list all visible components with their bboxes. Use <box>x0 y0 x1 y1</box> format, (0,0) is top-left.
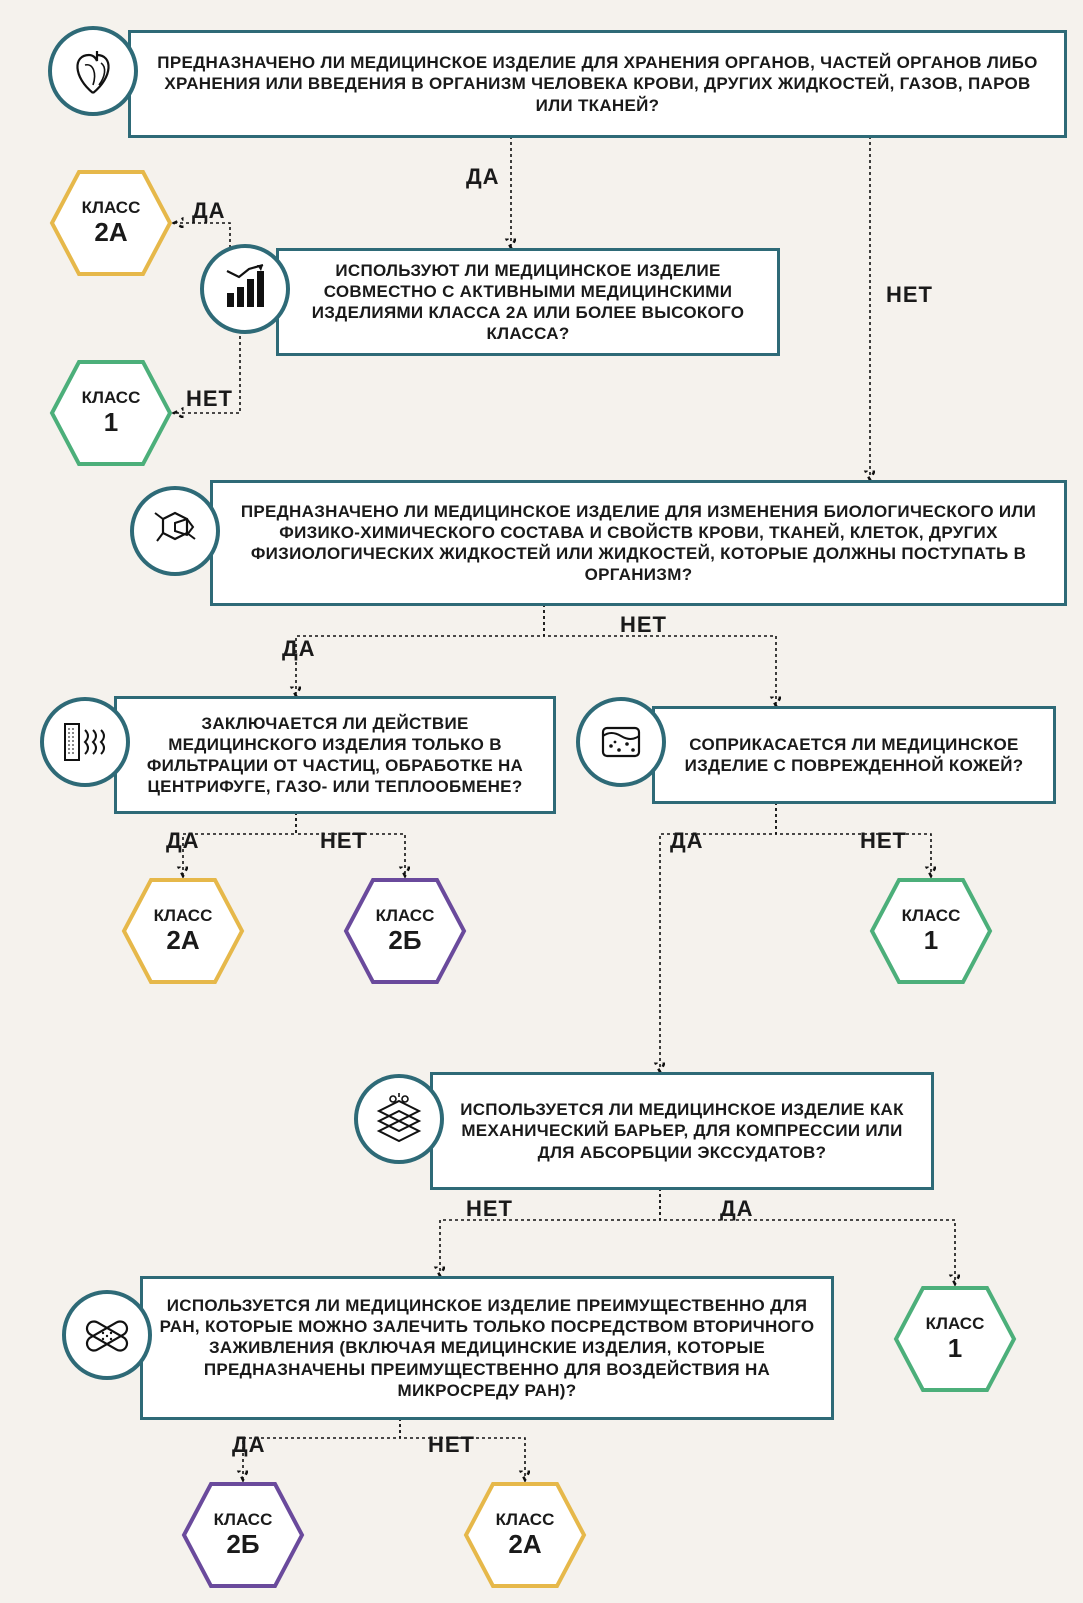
question-text: ЗАКЛЮЧАЕТСЯ ЛИ ДЕЙСТВИЕ МЕДИЦИНСКОГО ИЗД… <box>131 713 539 798</box>
bandage-icon <box>62 1290 152 1380</box>
edge-label: ДА <box>282 636 316 662</box>
class-number: 2Б <box>226 1530 259 1559</box>
question-box-q5: СОПРИКАСАЕТСЯ ЛИ МЕДИЦИНСКОЕ ИЗДЕЛИЕ С П… <box>652 706 1056 804</box>
question-box-q4: ЗАКЛЮЧАЕТСЯ ЛИ ДЕЙСТВИЕ МЕДИЦИНСКОГО ИЗД… <box>114 696 556 814</box>
question-box-q7: ИСПОЛЬЗУЕТСЯ ЛИ МЕДИЦИНСКОЕ ИЗДЕЛИЕ ПРЕИ… <box>140 1276 834 1420</box>
edge-label: НЕТ <box>860 828 907 854</box>
result-hex-r4: КЛАСС2Б <box>342 876 468 986</box>
edge-label: ДА <box>232 1432 266 1458</box>
class-label: КЛАСС2Б <box>342 876 468 986</box>
result-hex-r7: КЛАСС2Б <box>180 1480 306 1590</box>
class-word: КЛАСС <box>214 1511 273 1530</box>
question-box-q1: ПРЕДНАЗНАЧЕНО ЛИ МЕДИЦИНСКОЕ ИЗДЕЛИЕ ДЛЯ… <box>128 30 1067 138</box>
class-word: КЛАСС <box>496 1511 555 1530</box>
result-hex-r2: КЛАСС1 <box>48 358 174 468</box>
class-label: КЛАСС2Б <box>180 1480 306 1590</box>
class-number: 1 <box>104 408 118 437</box>
edge-label: НЕТ <box>466 1196 513 1222</box>
edge-label: ДА <box>466 164 500 190</box>
class-label: КЛАСС1 <box>48 358 174 468</box>
result-hex-r3: КЛАСС2А <box>120 876 246 986</box>
edge-label: ДА <box>670 828 704 854</box>
class-number: 1 <box>948 1334 962 1363</box>
question-text: ИСПОЛЬЗУЕТСЯ ЛИ МЕДИЦИНСКОЕ ИЗДЕЛИЕ ПРЕИ… <box>157 1295 817 1401</box>
molecule-icon <box>130 486 220 576</box>
class-label: КЛАСС2А <box>120 876 246 986</box>
question-text: ПРЕДНАЗНАЧЕНО ЛИ МЕДИЦИНСКОЕ ИЗДЕЛИЕ ДЛЯ… <box>227 501 1050 586</box>
question-box-q2: ИСПОЛЬЗУЮТ ЛИ МЕДИЦИНСКОЕ ИЗДЕЛИЕ СОВМЕС… <box>276 248 780 356</box>
class-word: КЛАСС <box>82 199 141 218</box>
edge-label: НЕТ <box>886 282 933 308</box>
question-text: СОПРИКАСАЕТСЯ ЛИ МЕДИЦИНСКОЕ ИЗДЕЛИЕ С П… <box>669 734 1039 777</box>
class-word: КЛАСС <box>902 907 961 926</box>
question-text: ПРЕДНАЗНАЧЕНО ЛИ МЕДИЦИНСКОЕ ИЗДЕЛИЕ ДЛЯ… <box>145 52 1050 116</box>
class-number: 1 <box>924 926 938 955</box>
class-number: 2А <box>508 1530 541 1559</box>
class-number: 2Б <box>388 926 421 955</box>
class-label: КЛАСС2А <box>462 1480 588 1590</box>
class-label: КЛАСС2А <box>48 168 174 278</box>
result-hex-r5: КЛАСС1 <box>868 876 994 986</box>
bars-icon <box>200 244 290 334</box>
class-number: 2А <box>94 218 127 247</box>
edge-label: ДА <box>166 828 200 854</box>
result-hex-r8: КЛАСС2А <box>462 1480 588 1590</box>
result-hex-r1: КЛАСС2А <box>48 168 174 278</box>
edge-label: НЕТ <box>620 612 667 638</box>
class-label: КЛАСС1 <box>868 876 994 986</box>
question-text: ИСПОЛЬЗУЕТСЯ ЛИ МЕДИЦИНСКОЕ ИЗДЕЛИЕ КАК … <box>447 1099 917 1163</box>
edge-label: НЕТ <box>186 386 233 412</box>
edge <box>660 778 776 1072</box>
question-box-q6: ИСПОЛЬЗУЕТСЯ ЛИ МЕДИЦИНСКОЕ ИЗДЕЛИЕ КАК … <box>430 1072 934 1190</box>
class-word: КЛАСС <box>926 1315 985 1334</box>
class-label: КЛАСС1 <box>892 1284 1018 1394</box>
edge-label: ДА <box>192 198 226 224</box>
edge-label: ДА <box>720 1196 754 1222</box>
skin-icon <box>576 697 666 787</box>
result-hex-r6: КЛАСС1 <box>892 1284 1018 1394</box>
layers-icon <box>354 1074 444 1164</box>
class-word: КЛАСС <box>82 389 141 408</box>
class-number: 2А <box>166 926 199 955</box>
class-word: КЛАСС <box>154 907 213 926</box>
edge-label: НЕТ <box>320 828 367 854</box>
filter-icon <box>40 697 130 787</box>
edge-label: НЕТ <box>428 1432 475 1458</box>
question-box-q3: ПРЕДНАЗНАЧЕНО ЛИ МЕДИЦИНСКОЕ ИЗДЕЛИЕ ДЛЯ… <box>210 480 1067 606</box>
heart-icon <box>48 26 138 116</box>
class-word: КЛАСС <box>376 907 435 926</box>
question-text: ИСПОЛЬЗУЮТ ЛИ МЕДИЦИНСКОЕ ИЗДЕЛИЕ СОВМЕС… <box>293 260 763 345</box>
